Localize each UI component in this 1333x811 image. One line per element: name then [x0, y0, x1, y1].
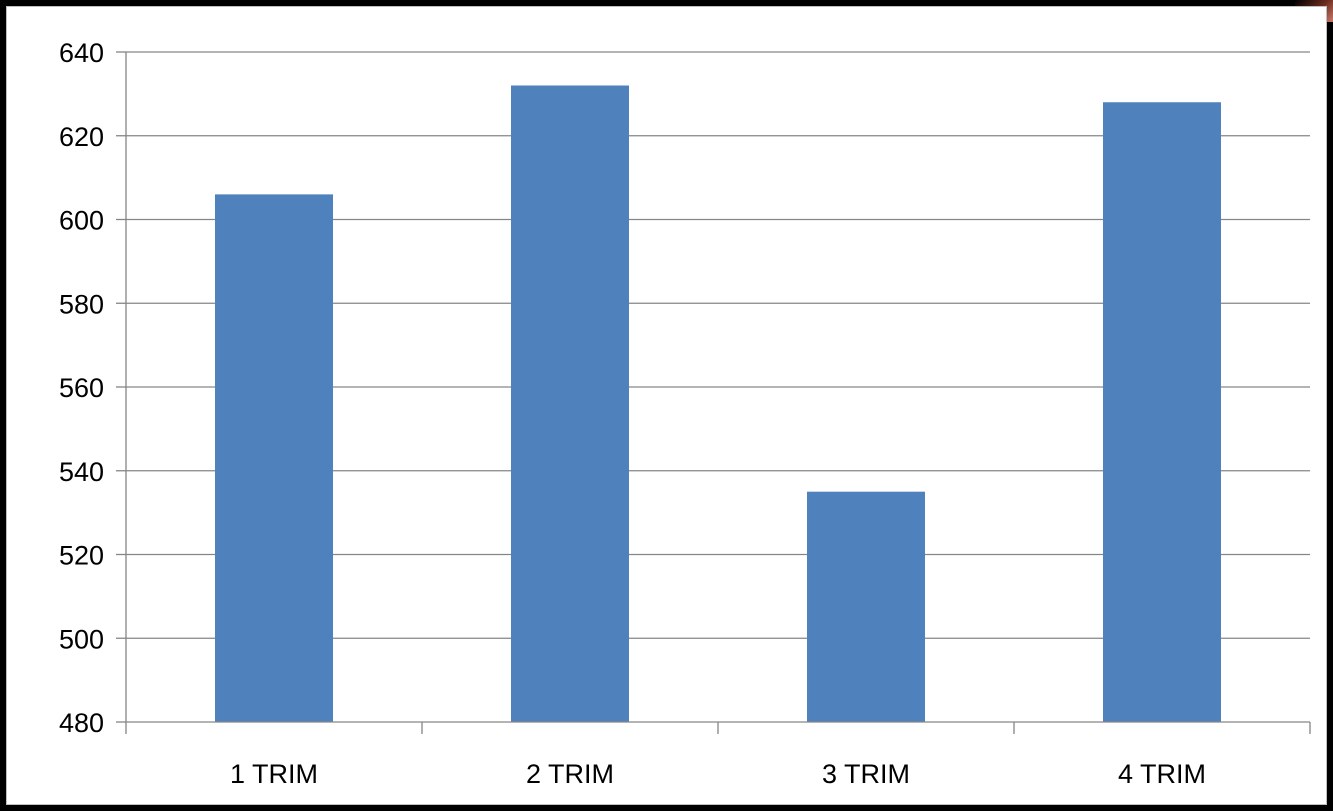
y-tick-labels: 480 500 520 540 560 580 600 620 640 — [59, 38, 104, 738]
x-tick-label: 3 TRIM — [822, 759, 910, 789]
y-tick-label: 540 — [59, 457, 104, 487]
bar-1 — [215, 194, 333, 722]
y-tick-label: 580 — [59, 289, 104, 319]
y-tick-label: 480 — [59, 708, 104, 738]
bar-3 — [807, 491, 925, 722]
x-tick-label: 4 TRIM — [1118, 759, 1206, 789]
x-tick-labels: 1 TRIM 2 TRIM 3 TRIM 4 TRIM — [125, 722, 1311, 789]
bar-4 — [1103, 102, 1221, 722]
y-tick-label: 560 — [59, 373, 104, 403]
y-tick-label: 520 — [59, 541, 104, 571]
x-tick-label: 1 TRIM — [230, 759, 318, 789]
y-tick-label: 500 — [59, 624, 104, 654]
bars — [215, 85, 1221, 722]
y-tick-label: 640 — [59, 38, 104, 68]
bar-2 — [511, 85, 629, 722]
y-tick-label: 600 — [59, 206, 104, 236]
y-tick-label: 620 — [59, 122, 104, 152]
x-tick-label: 2 TRIM — [526, 759, 614, 789]
